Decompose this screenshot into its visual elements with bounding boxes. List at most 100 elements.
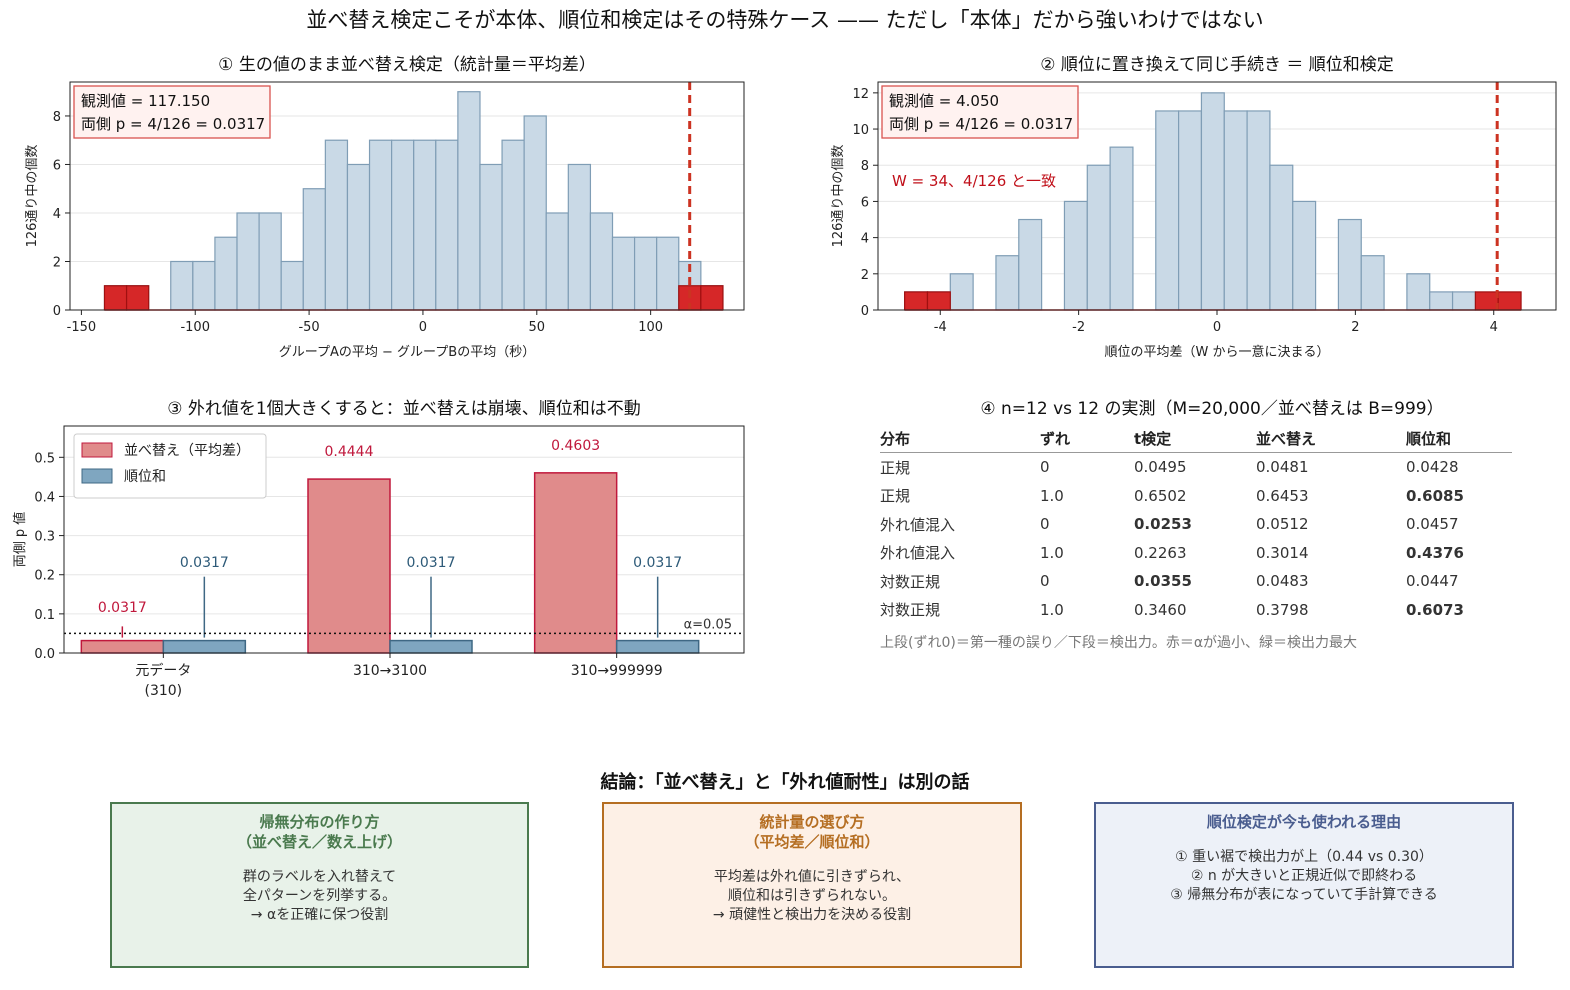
extreme-bar (700, 285, 724, 311)
table-cell: 対数正規 (880, 601, 941, 620)
histogram-bar (1269, 164, 1294, 311)
table-cell: 0.0253 (1134, 515, 1192, 534)
histogram-bar (368, 139, 393, 311)
x-tick-label: 4 (1490, 320, 1498, 335)
histogram-bar (1406, 273, 1431, 311)
conclusion-box-null-distribution: 帰無分布の作り方 （並べ替え／数え上げ） 群のラベルを入れ替えて 全パターンを列… (110, 802, 529, 968)
extreme-bar (103, 285, 128, 311)
y-tick-label: 0.3 (34, 530, 55, 545)
x-tick-label: 0 (419, 320, 427, 335)
table-row: 外れ値混入 1.0 0.2263 0.3014 0.4376 (880, 539, 1512, 568)
alpha-label: α=0.05 (684, 617, 732, 632)
y-tick-label: 4 (861, 232, 869, 247)
table-header-cell: ずれ (1040, 424, 1134, 453)
histogram-bar (236, 212, 260, 311)
annotation-frame (881, 85, 1079, 139)
conclusion-box-title: 帰無分布の作り方 （並べ替え／数え上げ） (236, 813, 402, 851)
histogram-bar (995, 255, 1020, 311)
annotation-box: 観測値 = 117.150 両側 p = 4/126 = 0.0317 (73, 85, 271, 139)
histogram-bar (192, 260, 216, 311)
bar-rank-sum (389, 639, 473, 654)
histogram-bar (324, 139, 349, 311)
table-header-row: 分布 ずれ t検定 並べ替え 順位和 (880, 424, 1512, 453)
histogram-bar (413, 139, 437, 311)
y-tick-label: 2 (861, 268, 869, 283)
table-title: ④ n=12 vs 12 の実測（M=20,000／並べ替えは B=999） (980, 399, 1444, 419)
table-cell: 0 (1040, 572, 1050, 591)
table-cell: 0.2263 (1134, 543, 1187, 562)
table-cell: 対数正規 (880, 572, 941, 591)
table-cell: 0.3798 (1256, 600, 1309, 619)
y-tick-label: 8 (53, 110, 61, 125)
annotation-frame (73, 85, 271, 139)
table-cell: 0.6502 (1134, 486, 1187, 505)
table-cell: 0.4376 (1406, 543, 1464, 562)
panel1-title: ① 生の値のまま並べ替え検定（統計量＝平均差） (218, 55, 596, 75)
data-label-permutation: 0.4444 (325, 444, 374, 460)
table-header-cell: 分布 (880, 424, 1040, 453)
x-tick-label: -2 (1072, 320, 1085, 335)
table-cell: 0.0495 (1134, 458, 1187, 477)
histogram-bar (1246, 110, 1271, 311)
y-axis-label: 両側 p 値 (12, 512, 28, 568)
legend-label-rank-sum: 順位和 (124, 469, 166, 485)
x-tick-label: 50 (529, 320, 546, 335)
table-note: 上段(ずれ0)＝第一種の誤り／下段＝検出力。赤＝αが過小、緑＝検出力最大 (880, 635, 1358, 651)
bar-rank-sum (615, 639, 700, 654)
table-row: 外れ値混入 0 0.0253 0.0512 0.0457 (880, 510, 1512, 539)
extreme-bar (904, 291, 929, 311)
panel3-title: ③ 外れ値を1個大きくすると：並べ替えは崩壊、順位和は不動 (167, 399, 641, 419)
conclusion-box-title: 統計量の選び方 （平均差／順位和） (744, 813, 880, 851)
x-tick-label: 2 (1351, 320, 1359, 335)
histogram-bar (949, 273, 974, 311)
x-tick-label: 0 (1213, 320, 1221, 335)
histogram-bar (346, 163, 371, 311)
data-label-permutation: 0.0317 (98, 600, 147, 616)
histogram-bar (1451, 291, 1477, 311)
category-label: 310→3100 (353, 663, 427, 679)
extreme-bar (1497, 291, 1522, 311)
histogram-bar (523, 115, 547, 311)
table-cell: 0.6453 (1256, 486, 1309, 505)
y-tick-label: 0.5 (34, 451, 55, 466)
y-tick-label: 10 (852, 123, 869, 138)
plot-frame (69, 81, 745, 311)
data-label-rank-sum: 0.0317 (633, 555, 682, 571)
plot-frame (63, 425, 745, 654)
table-header-cell: 順位和 (1406, 424, 1512, 453)
conclusion-box-title: 順位検定が今も使われる理由 (1206, 813, 1402, 831)
histogram-bar (633, 236, 658, 311)
conclusion-box-statistic: 統計量の選び方 （平均差／順位和） 平均差は外れ値に引きずられ、 順位和は引きず… (602, 802, 1022, 968)
x-axis-label: グループAの平均 − グループBの平均（秒） (279, 345, 535, 360)
histogram-bar (1223, 110, 1248, 311)
histogram-bar (391, 139, 415, 311)
category-label: 元データ (135, 662, 191, 679)
bar-permutation (533, 472, 618, 654)
histogram-bar (1063, 200, 1088, 311)
x-tick-label: -150 (67, 320, 97, 335)
histogram-bar (258, 212, 282, 311)
results-table-wrap: 分布 ずれ t検定 並べ替え 順位和 正規 0 0.0495 0.0481 0.0428… (880, 424, 1512, 624)
table-header-cell: t検定 (1134, 424, 1256, 453)
data-label-rank-sum: 0.0317 (180, 555, 229, 571)
table-cell: 0.0447 (1406, 572, 1459, 591)
panel2-title: ② 順位に置き換えて同じ手続き ＝ 順位和検定 (1040, 55, 1394, 75)
histogram-bar (457, 91, 481, 311)
annotation-observed: 観測値 = 117.150 (81, 92, 210, 110)
annotation-observed: 観測値 = 4.050 (889, 92, 999, 110)
table-cell: 0.0428 (1406, 458, 1459, 477)
table-cell: 0.0457 (1406, 515, 1459, 534)
table-cell: 外れ値混入 (880, 515, 956, 534)
table-cell: 0.6073 (1406, 600, 1464, 619)
histogram-bar (302, 188, 326, 311)
conclusion-box-rank-reasons: 順位検定が今も使われる理由 ① 重い裾で検出力が上（0.44 vs 0.30） … (1094, 802, 1514, 968)
table-header-cell: 並べ替え (1256, 424, 1406, 453)
conclusion-box-body: 群のラベルを入れ替えて 全パターンを列挙する。 → αを正確に保つ役割 (242, 869, 397, 923)
histogram-bar (280, 260, 304, 311)
table-cell: 0.0355 (1134, 572, 1192, 591)
table-cell: 1.0 (1040, 600, 1064, 619)
table-row: 正規 1.0 0.6502 0.6453 0.6085 (880, 482, 1512, 511)
x-tick-label: -100 (180, 320, 210, 335)
category-label: (310) (145, 683, 183, 699)
annotation-pvalue: 両側 p = 4/126 = 0.0317 (889, 115, 1073, 133)
